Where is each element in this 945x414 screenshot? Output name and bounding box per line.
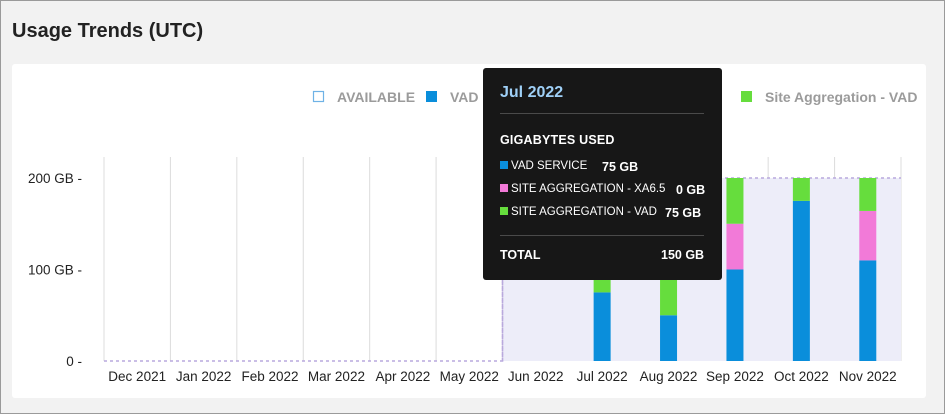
tooltip-row-vad-service: VAD SERVICE — [500, 160, 587, 172]
tooltip-divider — [500, 113, 704, 114]
bar-segment — [859, 210, 877, 261]
tooltip-heading: GIGABYTES USED — [500, 133, 615, 147]
y-tick-label: 0 - — [66, 354, 82, 369]
legend-label: VAD — [450, 89, 479, 105]
bar-segment — [859, 260, 877, 361]
tooltip-row-label: SITE AGGREGATION - XA6.5 — [511, 183, 666, 195]
bar-segment — [792, 200, 810, 361]
tooltip-total-value: 150 GB — [661, 248, 705, 262]
legend-swatch — [426, 91, 437, 102]
x-tick-label: Jun 2022 — [508, 369, 564, 384]
tooltip-row-site-aggregation-xa65: SITE AGGREGATION - XA6.5 — [500, 183, 665, 195]
x-axis: Dec 2021 Jan 2022 Feb 2022 Mar 2022 Apr 2022… — [108, 369, 896, 384]
bar-segment — [726, 223, 744, 270]
bar-segment — [792, 178, 810, 201]
x-tick-label: Jan 2022 — [176, 369, 232, 384]
bar-segment — [593, 292, 611, 361]
bar-segment — [660, 315, 678, 361]
chart-tooltip: Jul 2022 GIGABYTES USED VAD SERVICE 75 G… — [483, 68, 722, 280]
x-tick-label: Sep 2022 — [706, 369, 764, 384]
legend-swatch — [741, 91, 752, 102]
x-tick-label: Jul 2022 — [577, 369, 628, 384]
x-tick-label: Dec 2021 — [108, 369, 166, 384]
bar-segment — [726, 178, 744, 224]
tooltip-swatch — [500, 184, 508, 192]
tooltip-swatch — [500, 207, 508, 215]
tooltip-title: Jul 2022 — [500, 84, 564, 101]
y-tick-label: 200 GB - — [28, 171, 82, 186]
tooltip-row-value: 75 GB — [665, 206, 702, 220]
legend-label: Site Aggregation - VAD — [765, 89, 917, 105]
x-tick-label: Feb 2022 — [242, 369, 299, 384]
x-tick-label: Apr 2022 — [375, 369, 430, 384]
legend-swatch — [312, 90, 325, 103]
tooltip-row-site-aggregation-vad: SITE AGGREGATION - VAD — [500, 206, 657, 218]
tooltip-divider — [500, 235, 704, 236]
legend-label: AVAILABLE — [337, 89, 415, 105]
tooltip-swatch — [500, 161, 508, 169]
tooltip-row-label: SITE AGGREGATION - VAD — [511, 206, 657, 218]
x-tick-label: Mar 2022 — [308, 369, 365, 384]
tooltip-total-label: TOTAL — [500, 248, 541, 262]
bar-segment — [859, 178, 877, 211]
page-title: Usage Trends (UTC) — [12, 20, 204, 42]
tooltip-row-label: VAD SERVICE — [511, 160, 588, 172]
bar-segment — [726, 269, 744, 361]
x-tick-label: Aug 2022 — [640, 369, 698, 384]
y-axis: 0 - 100 GB - 200 GB - — [28, 171, 82, 369]
x-tick-label: Nov 2022 — [839, 369, 897, 384]
tooltip-row-value: 75 GB — [602, 160, 639, 174]
x-tick-label: May 2022 — [440, 369, 499, 384]
y-tick-label: 100 GB - — [28, 263, 82, 278]
x-tick-label: Oct 2022 — [774, 369, 829, 384]
available-line — [104, 177, 901, 362]
tooltip-row-value: 0 GB — [676, 183, 706, 197]
